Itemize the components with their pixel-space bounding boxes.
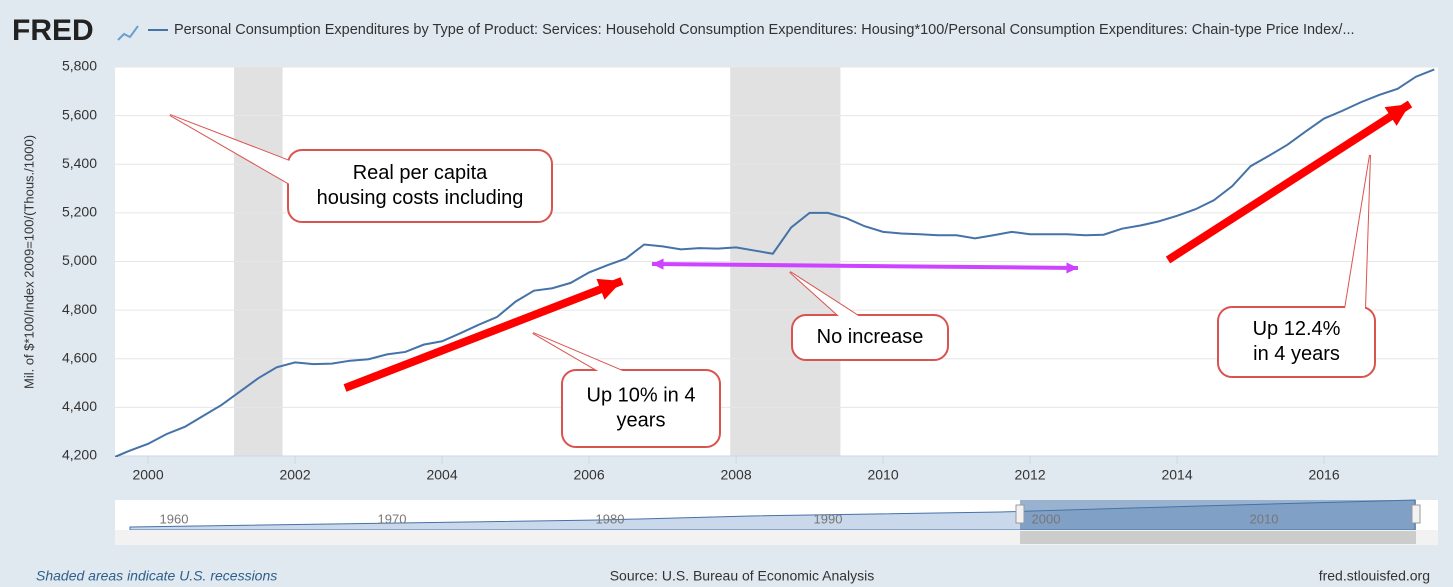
callout: Real per capita housing costs including — [169, 114, 553, 223]
x-tick-label: 2010 — [867, 467, 898, 483]
callout-box — [561, 369, 721, 448]
callout-joint — [533, 333, 625, 372]
scrollbar-thumb[interactable] — [1020, 531, 1416, 544]
callout-joint — [790, 272, 860, 317]
navigator: 1960 1970 1980 1990 2000 2010 — [115, 499, 1438, 545]
callout-text: Up 10% in 4 — [587, 384, 696, 406]
navigator-tick-label: 1960 — [160, 511, 189, 526]
x-tick-label: 2016 — [1308, 467, 1339, 483]
callout-text: No increase — [817, 326, 924, 348]
x-tick-label: 2006 — [573, 467, 604, 483]
y-tick-label: 4,800 — [62, 301, 97, 317]
callout-text: Up 12.4% — [1253, 318, 1341, 340]
annotation-arrow — [1165, 100, 1413, 264]
callout-box — [1217, 306, 1376, 378]
x-tick-label: 2014 — [1161, 467, 1192, 483]
navigator-tick-label: 2000 — [1032, 511, 1061, 526]
y-tick-label: 5,200 — [62, 204, 97, 220]
callout-text: Real per capita — [353, 162, 488, 184]
x-tick-label: 2008 — [720, 467, 751, 483]
y-tick-label: 5,400 — [62, 155, 97, 171]
arrow-shaft — [1165, 100, 1413, 264]
callout-text: housing costs including — [317, 187, 524, 209]
callout-box — [287, 149, 553, 223]
callout-joint — [170, 115, 300, 190]
navigator-selection — [1020, 500, 1416, 530]
logo-icon — [117, 25, 139, 41]
x-tick-label: 2004 — [426, 467, 457, 483]
callout-box — [791, 314, 949, 361]
grid — [115, 66, 1438, 464]
logo: FRED — [12, 14, 94, 47]
site: fred.stlouisfed.org — [1319, 568, 1430, 584]
series-line — [115, 68, 1435, 457]
navigator-handle[interactable] — [1411, 504, 1421, 524]
callout: No increase — [789, 271, 949, 361]
arrow-head — [1384, 104, 1410, 126]
arrow-head — [1066, 262, 1078, 274]
annotation-arrow — [651, 258, 1079, 274]
arrow-shaft — [651, 262, 1079, 270]
navigator-tick-label: 1970 — [378, 511, 407, 526]
y-tick-label: 5,800 — [62, 58, 97, 74]
callout: Up 10% in 4 years — [532, 332, 721, 448]
callout-text: in 4 years — [1253, 343, 1340, 365]
arrow-shaft — [343, 277, 624, 392]
callout-text: years — [617, 409, 666, 431]
navigator-tick-label: 1990 — [814, 511, 843, 526]
annotation-arrow — [343, 277, 624, 392]
navigator-tick-label: 2010 — [1250, 511, 1279, 526]
navigator-handle[interactable] — [1015, 504, 1025, 524]
y-tick-label: 5,600 — [62, 106, 97, 122]
y-axis-label: Mil. of $*100/Index 2009=100/(Thous./100… — [21, 135, 36, 389]
y-tick-label: 5,000 — [62, 252, 97, 268]
arrow-head — [596, 278, 622, 300]
recession-note: Shaded areas indicate U.S. recessions — [36, 568, 277, 584]
x-tick-label: 2012 — [1014, 467, 1045, 483]
arrow-head — [652, 258, 664, 270]
y-tick-label: 4,600 — [62, 349, 97, 365]
x-tick-label: 2000 — [132, 467, 163, 483]
callout: Up 12.4% in 4 years — [1217, 154, 1376, 378]
navigator-tick-label: 1980 — [596, 511, 625, 526]
source: Source: U.S. Bureau of Economic Analysis — [610, 568, 875, 584]
callout-joint — [1345, 155, 1370, 309]
chart-title: Personal Consumption Expenditures by Typ… — [174, 22, 1355, 38]
y-tick-label: 4,400 — [62, 398, 97, 414]
y-tick-label: 4,200 — [62, 447, 97, 463]
x-tick-label: 2002 — [279, 467, 310, 483]
